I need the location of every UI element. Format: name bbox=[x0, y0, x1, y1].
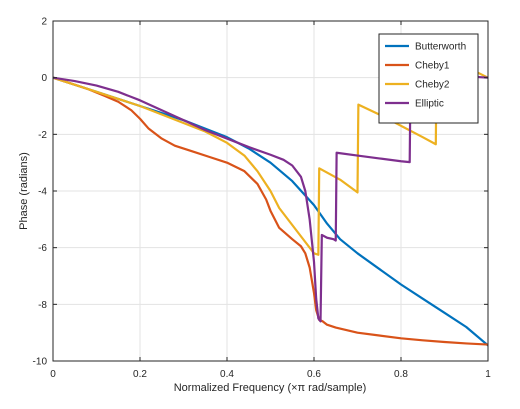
y-tick-label: -2 bbox=[38, 130, 47, 141]
legend-label-cheby2: Cheby2 bbox=[415, 80, 450, 91]
series-line-cheby2 bbox=[53, 55, 488, 256]
legend-label-elliptic: Elliptic bbox=[415, 99, 444, 110]
legend-label-cheby1: Cheby1 bbox=[415, 61, 450, 72]
series-lines bbox=[53, 55, 488, 347]
series-line-elliptic bbox=[53, 72, 488, 323]
x-tick-label: 0.8 bbox=[394, 369, 408, 380]
y-tick-label: 2 bbox=[41, 17, 47, 28]
x-tick-label: 0.2 bbox=[133, 369, 147, 380]
legend[interactable]: Butterworth Cheby1 Cheby2 Elliptic bbox=[378, 33, 479, 124]
y-tick-label: -4 bbox=[38, 187, 47, 198]
legend-label-butterworth: Butterworth bbox=[415, 42, 466, 53]
y-tick-label: -10 bbox=[33, 357, 48, 368]
series-line-cheby1 bbox=[53, 76, 488, 346]
y-tick-label: -8 bbox=[38, 300, 47, 311]
x-tick-label: 1 bbox=[485, 369, 491, 380]
x-axis-label: Normalized Frequency (×π rad/sample) bbox=[174, 382, 367, 394]
ticks: 0 0.2 0.4 0.6 0.8 1 -10 -8 -6 -4 -2 0 2 bbox=[33, 17, 492, 381]
x-tick-label: 0.4 bbox=[220, 369, 234, 380]
legend-box bbox=[378, 33, 479, 124]
y-tick-label: -6 bbox=[38, 243, 47, 254]
y-axis-label: Phase (radians) bbox=[18, 152, 30, 230]
y-tick-label: 0 bbox=[41, 73, 47, 84]
x-tick-label: 0 bbox=[50, 369, 56, 380]
x-tick-label: 0.6 bbox=[307, 369, 321, 380]
